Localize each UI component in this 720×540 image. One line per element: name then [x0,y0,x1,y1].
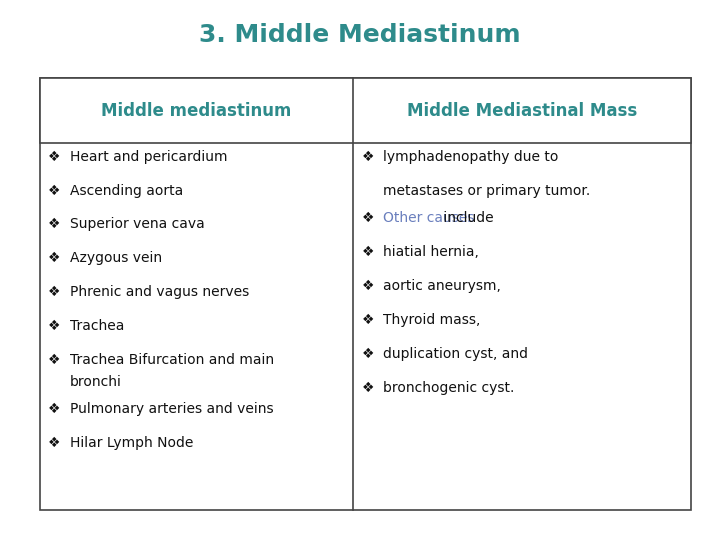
Text: ❖: ❖ [361,279,374,293]
Text: Other causes: Other causes [383,211,474,225]
Text: Trachea Bifurcation and main: Trachea Bifurcation and main [70,353,274,367]
Text: Middle mediastinum: Middle mediastinum [101,102,292,120]
Text: Hilar Lymph Node: Hilar Lymph Node [70,436,193,450]
Text: ❖: ❖ [48,402,60,416]
Text: ❖: ❖ [361,150,374,164]
Text: bronchogenic cyst.: bronchogenic cyst. [383,381,514,395]
Text: metastases or primary tumor.: metastases or primary tumor. [383,184,590,198]
Text: Phrenic and vagus nerves: Phrenic and vagus nerves [70,285,249,299]
Text: ❖: ❖ [48,319,60,333]
Text: include: include [439,211,494,225]
Text: ❖: ❖ [361,211,374,225]
Text: lymphadenopathy due to: lymphadenopathy due to [383,150,559,164]
Text: Azygous vein: Azygous vein [70,252,162,265]
Text: aortic aneurysm,: aortic aneurysm, [383,279,501,293]
Text: ❖: ❖ [48,184,60,198]
Text: 3. Middle Mediastinum: 3. Middle Mediastinum [199,23,521,47]
Text: duplication cyst, and: duplication cyst, and [383,347,528,361]
Text: ❖: ❖ [48,218,60,232]
Text: ❖: ❖ [48,353,60,367]
Text: Middle Mediastinal Mass: Middle Mediastinal Mass [407,102,637,120]
Text: ❖: ❖ [361,381,374,395]
Text: ❖: ❖ [48,436,60,450]
Text: ❖: ❖ [361,347,374,361]
Text: ❖: ❖ [48,150,60,164]
Text: ❖: ❖ [48,285,60,299]
Text: hiatial hernia,: hiatial hernia, [383,245,479,259]
Text: ❖: ❖ [361,245,374,259]
Text: Ascending aorta: Ascending aorta [70,184,183,198]
Text: Heart and pericardium: Heart and pericardium [70,150,228,164]
Text: ❖: ❖ [48,252,60,265]
Bar [40,78,691,143]
Bar [40,78,691,510]
Text: Trachea: Trachea [70,319,125,333]
Text: Superior vena cava: Superior vena cava [70,218,204,232]
Text: bronchi: bronchi [70,375,122,389]
Text: Thyroid mass,: Thyroid mass, [383,313,480,327]
Text: Pulmonary arteries and veins: Pulmonary arteries and veins [70,402,274,416]
Text: ❖: ❖ [361,313,374,327]
